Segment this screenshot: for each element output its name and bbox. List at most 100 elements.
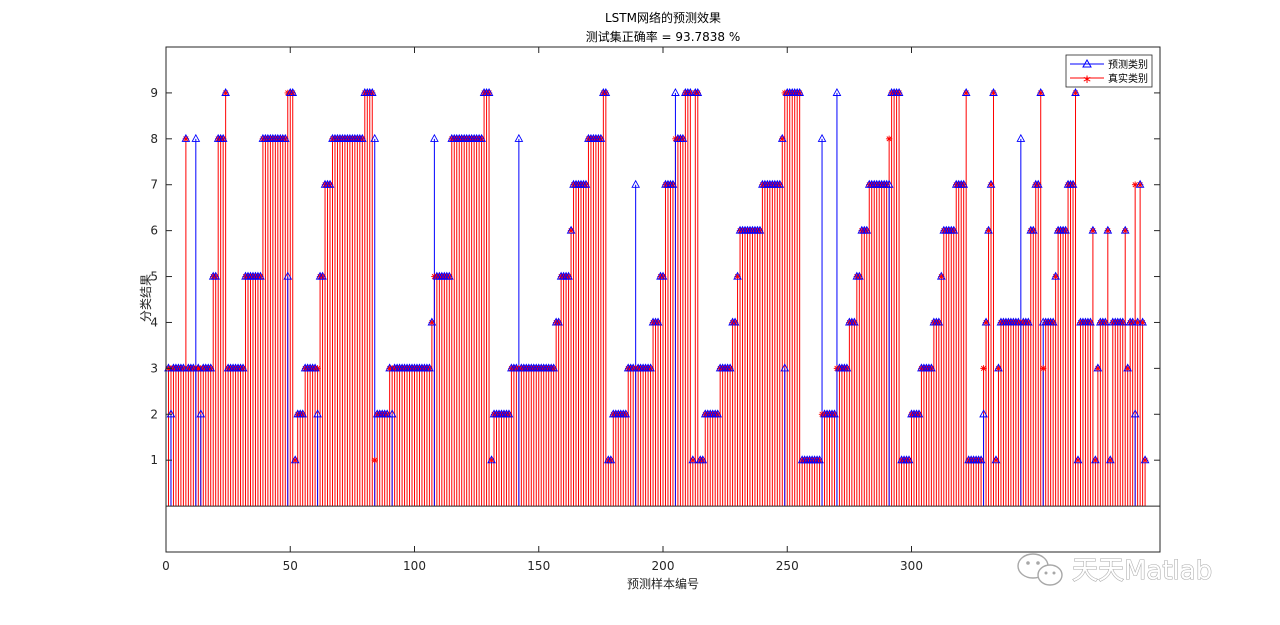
predicted-class-marker <box>193 363 203 372</box>
true-class-marker <box>992 456 1000 464</box>
predicted-class-marker <box>554 317 563 326</box>
true-class-marker <box>1052 273 1059 280</box>
predicted-class-marker <box>986 179 996 188</box>
predicted-class-marker <box>936 271 946 280</box>
predicted-class-marker <box>976 455 986 464</box>
predicted-class-marker <box>1103 225 1113 234</box>
predicted-class-marker <box>1135 179 1145 188</box>
predicted-class-marker <box>688 455 698 464</box>
chart-title: LSTM网络的预测效果 <box>605 10 721 25</box>
true-class-marker <box>1037 89 1044 97</box>
x-tick-label: 250 <box>776 559 799 573</box>
predicted-class-marker <box>631 179 641 188</box>
predicted-class-marker <box>755 225 765 234</box>
y-tick-label: 6 <box>150 224 158 238</box>
predicted-class-marker <box>221 87 230 96</box>
true-class-marker <box>1139 319 1146 326</box>
true-class-marker <box>488 456 495 464</box>
predicted-class-marker <box>382 409 392 418</box>
predicted-class-marker <box>894 87 904 96</box>
true-class-marker <box>1124 365 1131 372</box>
predicted-class-marker <box>817 133 827 142</box>
predicted-class-marker <box>693 87 703 96</box>
predicted-class-marker <box>581 179 591 188</box>
predicted-class-marker <box>596 133 606 142</box>
predicted-class-marker <box>370 133 380 142</box>
predicted-class-marker <box>512 363 521 372</box>
predicted-class-marker <box>310 363 320 372</box>
predicted-class-marker <box>991 455 1001 464</box>
legend-predicted-marker <box>1082 58 1092 68</box>
predicted-class-marker <box>504 409 514 418</box>
predicted-class-marker <box>191 133 201 142</box>
predicted-class-marker <box>444 271 454 280</box>
predicted-class-marker <box>1140 455 1150 464</box>
predicted-class-marker <box>196 409 206 418</box>
predicted-class-marker <box>1023 317 1033 326</box>
legend-true-marker: ∗ <box>1082 72 1092 86</box>
predicted-class-marker <box>628 363 638 372</box>
true-class-marker <box>1141 456 1149 464</box>
x-tick-label: 200 <box>652 559 675 573</box>
true-class-marker <box>1094 365 1102 372</box>
predicted-class-marker <box>1128 317 1138 326</box>
predicted-class-marker <box>238 363 248 372</box>
true-class-marker <box>962 89 970 97</box>
predicted-class-marker <box>181 133 191 142</box>
true-class-marker <box>292 456 299 464</box>
x-tick-label: 150 <box>527 559 550 573</box>
predicted-class-marker <box>621 409 631 418</box>
predicted-class-marker <box>606 455 616 464</box>
predicted-class-marker <box>283 271 293 280</box>
predicted-class-marker <box>1073 455 1083 464</box>
predicted-class-marker <box>164 363 173 372</box>
predicted-class-marker <box>780 363 790 372</box>
y-tick-label: 9 <box>150 86 158 100</box>
predicted-class-marker <box>298 409 308 418</box>
y-tick-label: 7 <box>150 178 158 192</box>
true-class-marker <box>428 319 436 326</box>
y-tick-label: 2 <box>150 407 158 421</box>
true-class-marker <box>1104 227 1112 234</box>
predicted-class-marker <box>188 363 198 372</box>
legend-box <box>1065 54 1153 88</box>
true-class-marker <box>1131 181 1139 188</box>
predicted-class-marker <box>1086 317 1095 326</box>
predicted-class-marker <box>288 87 298 96</box>
predicted-class-marker <box>425 363 434 372</box>
predicted-class-marker <box>290 455 300 464</box>
predicted-class-marker <box>549 363 559 372</box>
true-class-marker <box>1122 227 1129 234</box>
legend-predicted-label: 预测类别 <box>1108 58 1148 71</box>
predicted-class-markers <box>164 87 1150 464</box>
predicted-class-marker <box>166 409 176 418</box>
predicted-class-marker <box>862 225 872 234</box>
true-class-marker <box>1136 181 1144 188</box>
predicted-class-marker <box>601 87 611 96</box>
predicted-class-marker <box>832 87 842 96</box>
y-tick-label: 1 <box>150 453 158 467</box>
predicted-class-marker <box>211 271 221 280</box>
predicted-class-marker <box>927 363 936 372</box>
predicted-class-marker <box>1138 317 1147 326</box>
predicted-class-marker <box>1028 225 1038 234</box>
x-tick-label: 100 <box>403 559 426 573</box>
predicted-class-marker <box>1013 317 1023 326</box>
predicted-class-marker <box>646 363 655 372</box>
predicted-class-marker <box>1130 409 1140 418</box>
predicted-class-marker <box>1100 317 1110 326</box>
predicted-class-marker <box>949 225 959 234</box>
true-class-marker <box>1092 456 1099 464</box>
predicted-class-marker <box>989 87 998 96</box>
predicted-class-marker <box>430 133 439 142</box>
predicted-class-marker <box>1071 87 1080 96</box>
predicted-class-marker <box>1048 317 1058 326</box>
predicted-class-marker <box>427 317 437 326</box>
true-class-marker <box>779 135 786 143</box>
predicted-class-marker <box>671 87 680 96</box>
true-class-marker <box>885 135 893 143</box>
predicted-class-marker <box>981 317 991 326</box>
predicted-class-marker <box>730 317 740 326</box>
predicted-class-marker <box>1120 225 1130 234</box>
predicted-class-marker <box>1068 179 1078 188</box>
